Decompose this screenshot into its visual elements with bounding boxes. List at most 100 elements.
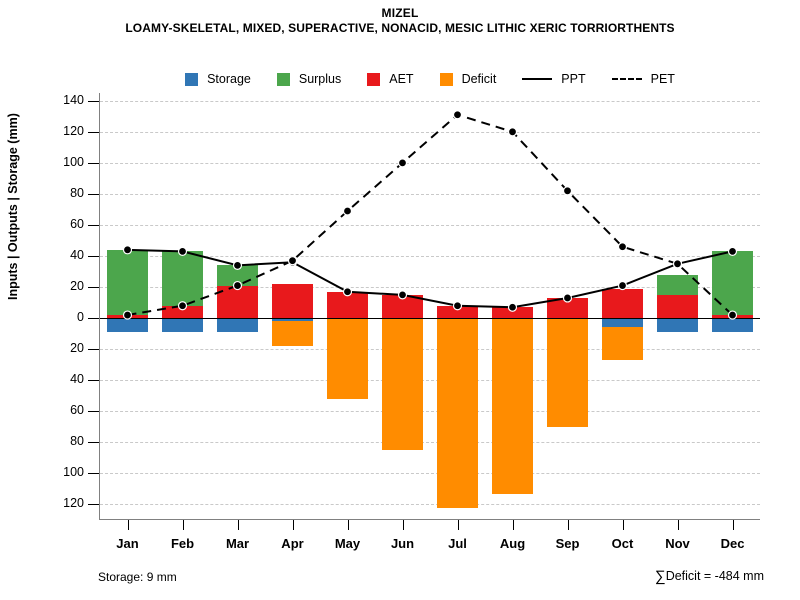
legend-item-storage[interactable]: Storage — [185, 72, 277, 86]
bar-column-may[interactable] — [327, 93, 368, 520]
y-tick-mark — [88, 131, 99, 133]
data-point-ppt[interactable] — [177, 246, 188, 256]
data-point-pet[interactable] — [342, 206, 353, 216]
bar-segment-aet — [602, 288, 643, 319]
bar-segment-aet — [492, 307, 533, 319]
bar-segment-surplus — [657, 274, 698, 295]
lines-layer — [122, 110, 738, 320]
bar-segment-storage — [272, 318, 313, 322]
data-point-ppt[interactable] — [122, 245, 133, 255]
y-tick-label: 0 — [77, 310, 84, 325]
bar-segment-aet — [382, 294, 423, 319]
line-ppt — [127, 248, 733, 309]
legend-item-pet[interactable]: PET — [611, 72, 675, 86]
data-point-pet[interactable] — [177, 301, 188, 311]
y-axis-line — [99, 93, 100, 520]
legend-item-aet[interactable]: AET — [367, 72, 439, 86]
bar-column-oct[interactable] — [602, 93, 643, 520]
bar-column-dec[interactable] — [712, 93, 753, 520]
data-point-ppt[interactable] — [397, 290, 408, 300]
gridline — [100, 411, 760, 413]
bar-segment-aet — [272, 283, 313, 319]
data-point-ppt[interactable] — [342, 287, 353, 297]
bar-segment-aet — [547, 297, 588, 319]
data-point-pet[interactable] — [232, 280, 243, 291]
legend-swatch-storage-icon — [185, 72, 199, 86]
data-point-ppt[interactable] — [727, 246, 738, 256]
legend-label-aet: AET — [389, 72, 414, 86]
data-point-ppt[interactable] — [232, 260, 243, 270]
bar-column-jan[interactable] — [107, 93, 148, 520]
x-tick-label-sep: Sep — [555, 536, 580, 551]
bar-column-jun[interactable] — [382, 93, 423, 520]
bar-segment-surplus — [712, 251, 753, 316]
x-tick-label-oct: Oct — [611, 536, 634, 551]
data-point-pet[interactable] — [672, 259, 683, 269]
bar-column-feb[interactable] — [162, 93, 203, 520]
y-tick-mark — [88, 442, 99, 444]
zero-line — [100, 318, 760, 320]
data-point-ppt[interactable] — [617, 280, 628, 291]
x-tick-mark — [677, 520, 679, 530]
bar-column-sep[interactable] — [547, 93, 588, 520]
data-point-pet[interactable] — [617, 242, 628, 252]
x-tick-mark — [622, 520, 624, 530]
data-point-pet[interactable] — [287, 256, 298, 266]
chart-title-block: MIZEL LOAMY-SKELETAL, MIXED, SUPERACTIVE… — [0, 6, 800, 36]
y-axis-title: Inputs | Outputs | Storage (mm) — [6, 113, 20, 300]
data-point-ppt[interactable] — [507, 302, 518, 312]
y-tick-label: 120 — [63, 123, 84, 138]
data-point-ppt[interactable] — [452, 301, 463, 311]
gridline — [100, 162, 760, 164]
line-pet — [127, 113, 734, 317]
deficit-total-text: Deficit = -484 mm — [665, 569, 764, 583]
gridline — [100, 504, 760, 506]
legend-item-deficit[interactable]: Deficit — [439, 72, 523, 86]
y-tick-mark — [88, 224, 99, 226]
y-tick-label: 100 — [63, 154, 84, 169]
y-tick-mark — [88, 380, 99, 382]
deficit-total-label: ∑Deficit = -484 mm — [655, 568, 764, 585]
bar-column-aug[interactable] — [492, 93, 533, 520]
data-point-pet[interactable] — [562, 186, 573, 196]
y-tick-mark — [88, 193, 99, 195]
x-tick-mark — [292, 520, 294, 530]
bar-segment-deficit — [547, 318, 588, 427]
bar-segment-deficit — [272, 321, 313, 347]
legend-item-ppt[interactable]: PPT — [522, 72, 611, 86]
legend-label-surplus: Surplus — [298, 72, 342, 86]
data-point-pet[interactable] — [397, 158, 408, 168]
bar-segment-storage — [107, 318, 148, 333]
y-tick-label: 40 — [70, 248, 84, 263]
bar-segment-storage — [657, 318, 698, 333]
x-axis-line — [100, 519, 760, 520]
page-title: MIZEL — [381, 6, 419, 20]
legend-line-ppt-icon — [522, 78, 553, 80]
legend-label-ppt: PPT — [561, 72, 586, 86]
x-tick-label-mar: Mar — [225, 536, 250, 551]
bar-column-apr[interactable] — [272, 93, 313, 520]
legend-item-surplus[interactable]: Surplus — [276, 72, 367, 86]
legend-swatch-aet-icon — [367, 72, 381, 86]
y-tick-label: 80 — [70, 185, 84, 200]
y-tick-label: 60 — [70, 216, 84, 231]
x-tick-label-aug: Aug — [499, 536, 526, 551]
x-tick-label-jan: Jan — [116, 536, 139, 551]
bar-column-nov[interactable] — [657, 93, 698, 520]
data-point-pet[interactable] — [727, 310, 738, 320]
bar-segment-storage — [602, 318, 643, 328]
bar-column-jul[interactable] — [437, 93, 478, 520]
sigma-icon: ∑ — [655, 568, 666, 585]
legend-swatch-deficit-icon — [439, 72, 453, 86]
data-point-ppt[interactable] — [562, 293, 573, 303]
data-point-pet[interactable] — [452, 110, 463, 120]
y-tick-label: 140 — [63, 92, 84, 107]
data-point-pet[interactable] — [122, 310, 133, 320]
bar-segment-deficit — [327, 318, 368, 399]
y-tick-mark — [88, 349, 99, 351]
data-point-pet[interactable] — [507, 127, 518, 137]
chart-subtitle: LOAMY-SKELETAL, MIXED, SUPERACTIVE, NONA… — [125, 21, 675, 35]
x-tick-label-feb: Feb — [170, 536, 195, 551]
x-axis-ticks — [100, 520, 760, 532]
x-tick-mark — [182, 520, 184, 530]
